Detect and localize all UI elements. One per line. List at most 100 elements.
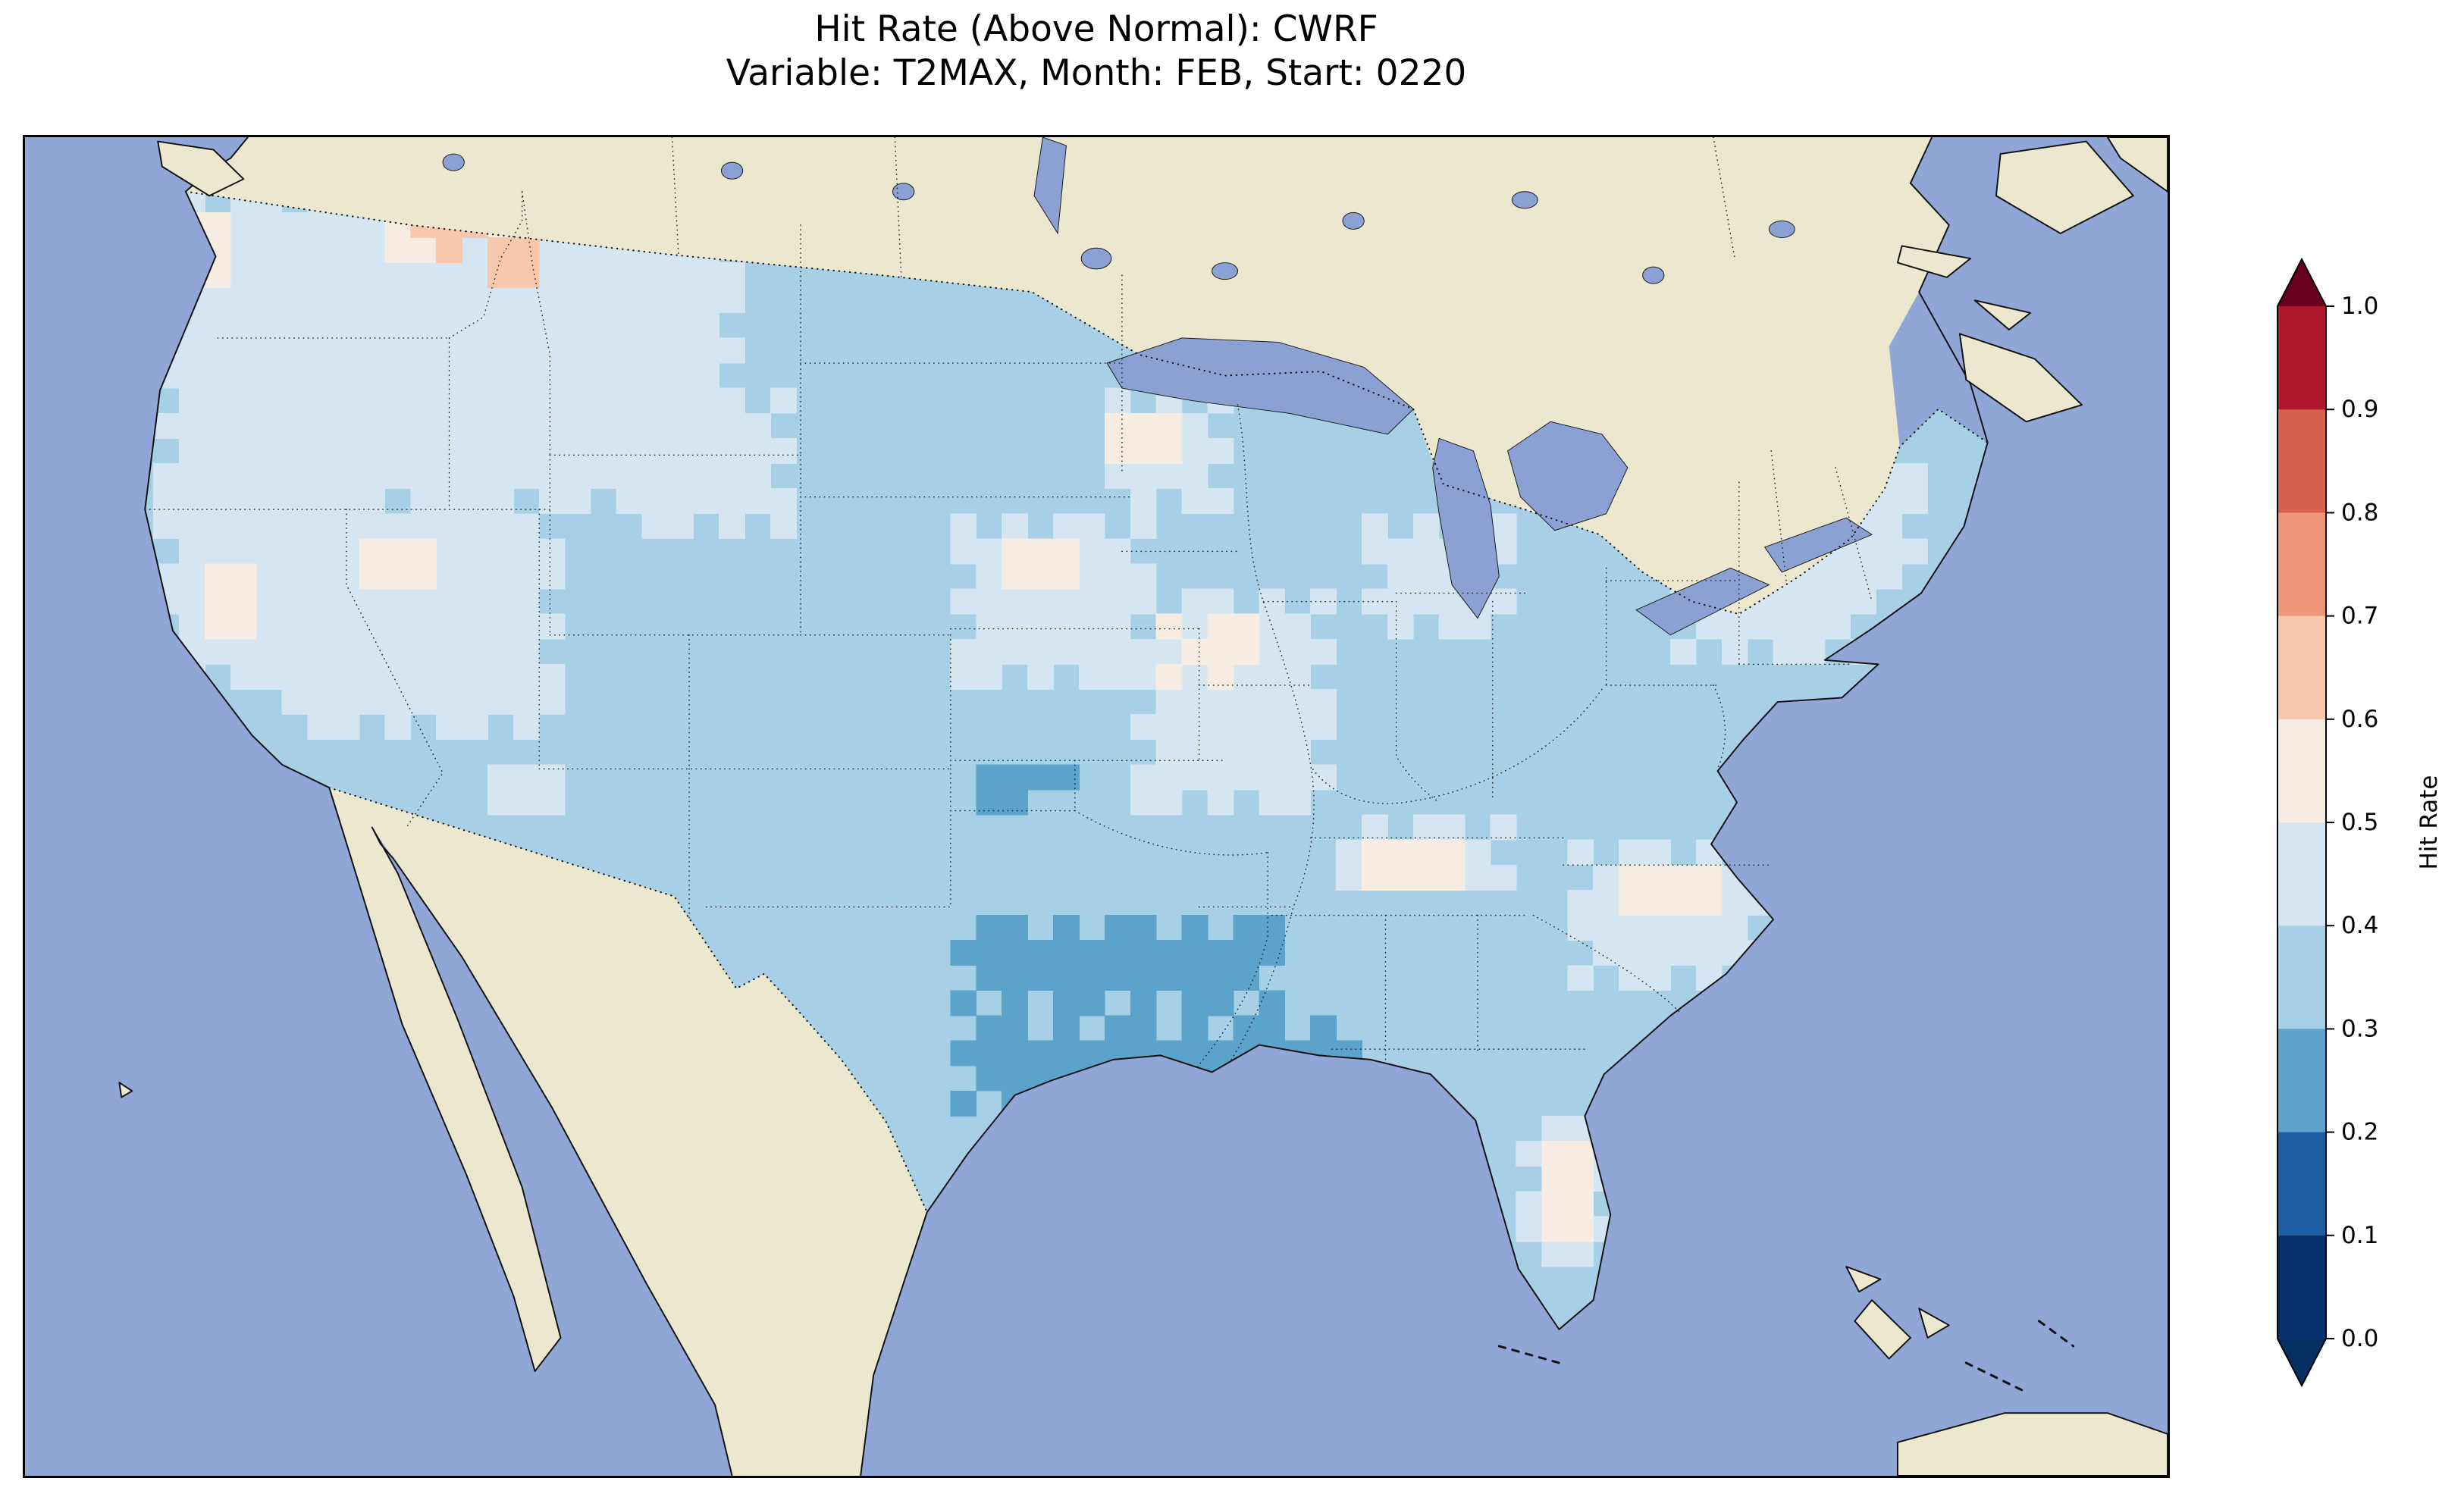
heat-cell	[667, 337, 694, 364]
heat-cell	[693, 463, 720, 489]
heat-cell	[1644, 864, 1671, 891]
heat-cell	[616, 387, 643, 414]
heat-cell	[281, 513, 309, 540]
heat-cell	[1619, 940, 1645, 966]
heat-cell	[307, 412, 334, 439]
heat-cell	[1207, 638, 1234, 665]
colorbar-tick-label: 0.7	[2341, 603, 2378, 630]
canada-lake	[1080, 247, 1112, 270]
heat-cell	[1053, 965, 1080, 991]
heat-cell	[1387, 563, 1414, 590]
heat-cell	[1644, 940, 1671, 966]
heat-cell	[616, 412, 643, 439]
heat-cell	[230, 613, 257, 640]
heat-cell	[1284, 638, 1312, 665]
heat-cell	[462, 387, 488, 414]
heat-cell	[1027, 563, 1054, 590]
colorbar-segments	[2277, 259, 2326, 1386]
heat-cell	[1053, 940, 1080, 966]
heat-cell	[307, 663, 334, 690]
heat-cell	[513, 638, 540, 665]
heat-cell	[1078, 613, 1105, 640]
heat-cell	[667, 312, 694, 339]
heat-cell	[1053, 764, 1080, 791]
heat-cell	[1464, 839, 1491, 866]
heat-cell	[667, 262, 694, 289]
heat-cell	[513, 689, 540, 716]
heat-cell	[1078, 638, 1105, 665]
heat-cell	[1438, 864, 1466, 891]
heat-cell	[976, 563, 1003, 590]
heat-cell	[281, 312, 309, 339]
heat-cell	[1181, 714, 1208, 741]
heat-cell	[590, 312, 617, 339]
heat-cell	[1259, 689, 1286, 716]
heat-cell	[1053, 613, 1080, 640]
heat-cell	[436, 437, 462, 464]
heat-cell	[1078, 965, 1105, 991]
heat-cell	[1002, 538, 1028, 565]
heat-cell	[1541, 1241, 1569, 1267]
heat-cell	[255, 412, 283, 439]
heat-cell	[436, 287, 462, 314]
heat-cell	[1002, 638, 1028, 665]
heat-cell	[564, 287, 591, 314]
heat-cell	[1695, 915, 1723, 941]
colorbar-segment	[2277, 926, 2326, 1029]
heat-cell	[462, 362, 488, 389]
heat-cell	[359, 337, 386, 364]
heat-cell	[1078, 1040, 1105, 1066]
heat-cell	[410, 513, 437, 540]
heat-cell	[1053, 638, 1080, 665]
heat-cell	[1130, 764, 1157, 791]
colorbar-segment	[2277, 512, 2326, 617]
heat-cell	[1207, 588, 1234, 615]
heat-cell	[1027, 588, 1054, 615]
heat-cell	[770, 387, 797, 414]
heat-cell	[538, 312, 566, 339]
heat-cell	[1053, 538, 1080, 565]
heat-cell	[281, 663, 309, 690]
heat-cell	[384, 237, 412, 263]
great-lakes	[442, 137, 1873, 636]
heat-cell	[538, 789, 566, 816]
heat-cell	[1233, 764, 1260, 791]
heat-cell	[1207, 965, 1234, 991]
heat-cell	[1130, 663, 1157, 690]
heat-cell	[538, 287, 566, 314]
heat-cell	[513, 337, 540, 364]
heat-cell	[538, 262, 566, 289]
heat-cell	[384, 412, 412, 439]
heat-cell	[307, 689, 334, 716]
heat-cell	[359, 689, 386, 716]
heat-cell	[230, 563, 257, 590]
heat-cell	[1284, 764, 1312, 791]
heat-cell	[487, 764, 514, 791]
heat-cell	[436, 563, 462, 590]
heat-cell	[1027, 764, 1054, 791]
heat-cell	[410, 437, 437, 464]
heat-cell	[230, 463, 257, 489]
heat-cell	[462, 689, 488, 716]
bahamas-island	[1845, 1266, 1882, 1293]
heat-cell	[1155, 739, 1183, 766]
heat-cell	[1824, 563, 1851, 590]
canada-lake	[1342, 211, 1365, 230]
heat-cell	[564, 437, 591, 464]
heat-cell	[564, 337, 591, 364]
heat-cell	[1155, 638, 1183, 665]
heat-cell	[487, 513, 514, 540]
heat-cell	[667, 387, 694, 414]
heat-cell	[1593, 864, 1619, 891]
canada-lake	[1212, 262, 1239, 280]
heat-cell	[1181, 412, 1208, 439]
heat-cell	[693, 488, 720, 515]
heat-cell	[1078, 538, 1105, 565]
lake-huron	[1507, 421, 1629, 531]
heat-cell	[1567, 1141, 1594, 1167]
heat-cell	[538, 387, 566, 414]
heat-cell	[1259, 663, 1286, 690]
heat-cell	[1259, 714, 1286, 741]
heat-cell	[1181, 1040, 1208, 1066]
heat-cell	[436, 337, 462, 364]
